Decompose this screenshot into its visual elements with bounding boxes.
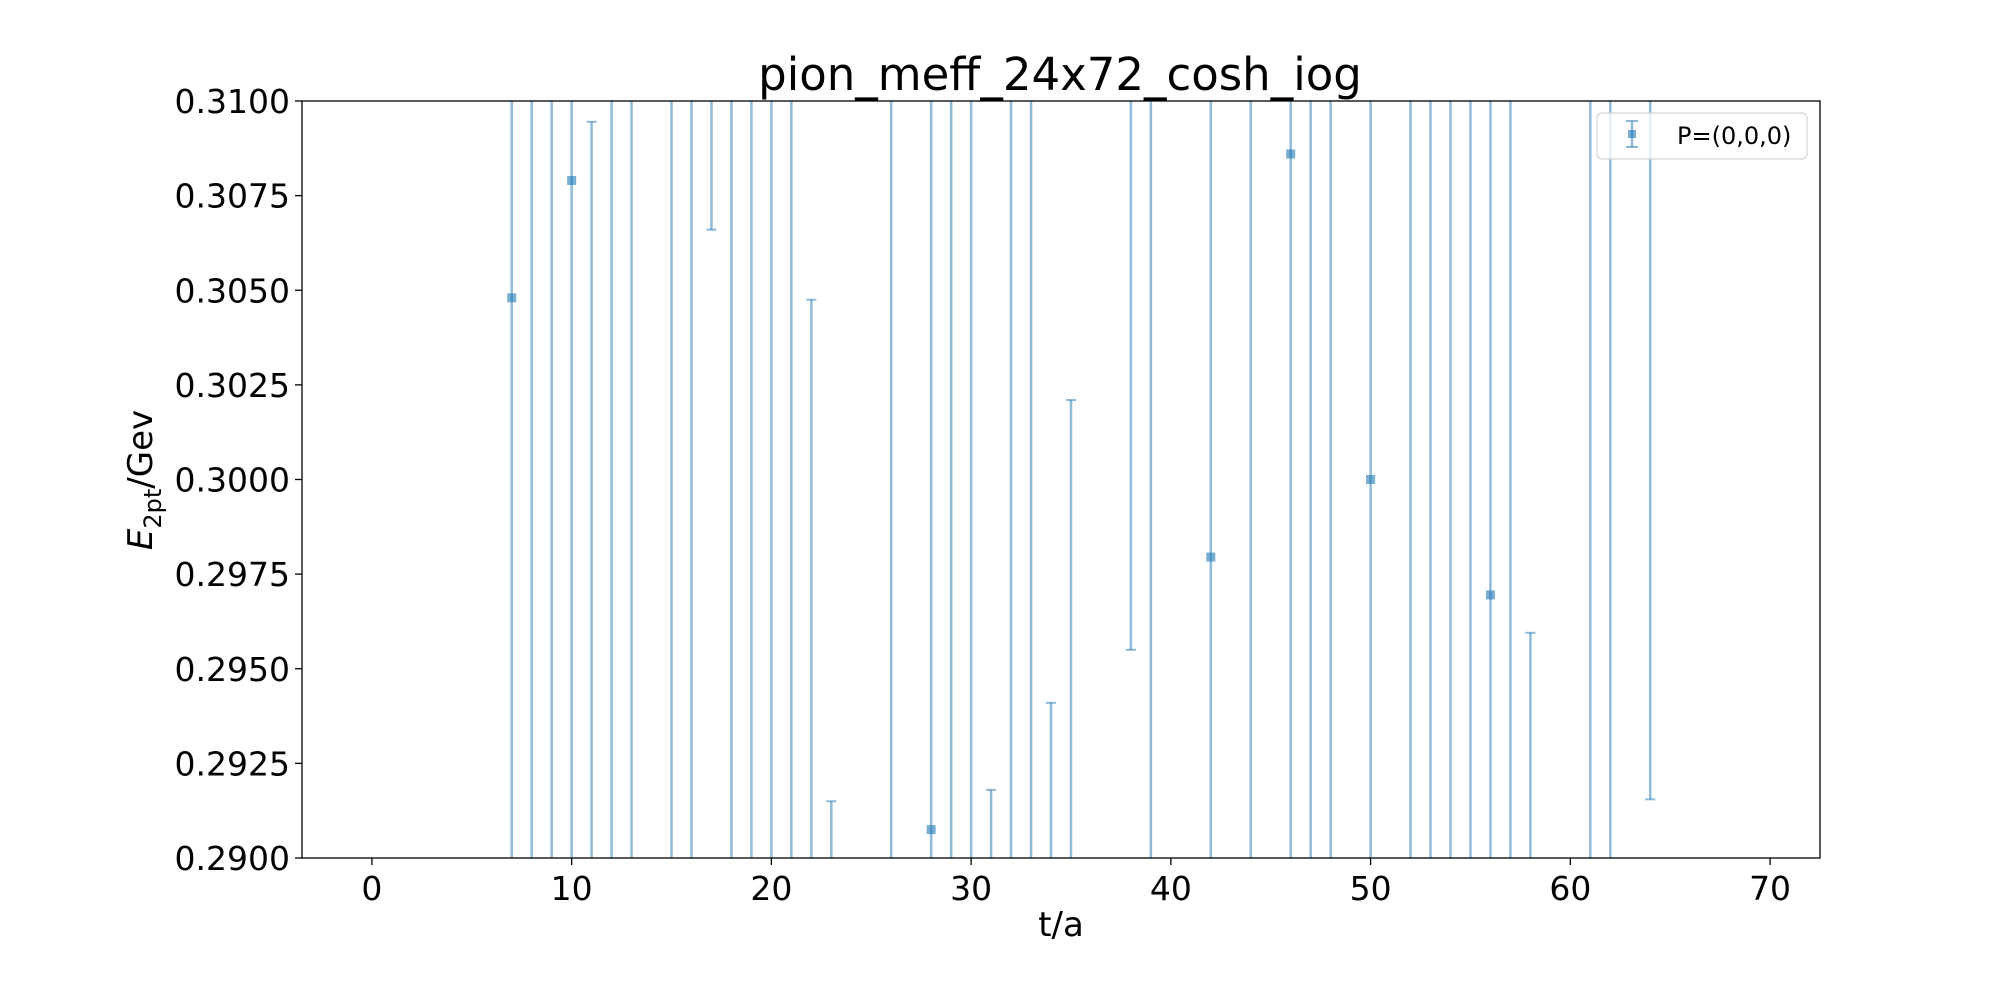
legend-square-marker-icon (1628, 130, 1636, 138)
y-axis-label-rest: /Gev (121, 410, 161, 489)
x-tick-label: 60 (1549, 869, 1591, 908)
y-tick-label: 0.3100 (175, 82, 290, 121)
y-tick-label: 0.3000 (175, 461, 290, 500)
legend-frame (1596, 112, 1808, 160)
y-axis-label: E2pt/Gev (121, 410, 167, 550)
y-tick-label: 0.2900 (175, 839, 290, 878)
y-axis-label-sub: 2pt (139, 489, 167, 529)
y-tick-label: 0.2950 (175, 650, 290, 689)
chart-title: pion_meff_24x72_cosh_iog (758, 48, 1362, 101)
y-tick-label: 0.2975 (175, 555, 290, 594)
data-point-marker (507, 293, 517, 303)
data-point-marker (1286, 149, 1296, 159)
y-tick-label: 0.3075 (175, 177, 290, 216)
data-point-marker (567, 175, 577, 185)
errorbar-series (510, 101, 1656, 858)
y-tick-label: 0.3050 (175, 271, 290, 310)
y-tick-label: 0.3025 (175, 366, 290, 405)
x-tick-label: 50 (1350, 869, 1392, 908)
marker-series (507, 149, 1495, 835)
x-tick-label: 40 (1150, 869, 1192, 908)
x-tick-label: 20 (750, 869, 792, 908)
y-axis: 0.2900 0.2925 0.2950 0.2975 0.3000 0.3025 0.30… (175, 82, 302, 878)
y-axis-label-main: E (121, 528, 161, 550)
legend: P=(0,0,0) (1596, 112, 1808, 160)
data-point-marker (926, 825, 936, 835)
plot-area (507, 101, 1656, 858)
data-point-marker (1485, 590, 1495, 600)
x-tick-label: 30 (950, 869, 992, 908)
legend-label: P=(0,0,0) (1677, 122, 1791, 150)
x-tick-label: 70 (1749, 869, 1791, 908)
x-axis: 0 10 20 30 40 50 60 70 (361, 858, 1791, 908)
y-tick-label: 0.2925 (175, 744, 290, 783)
data-point-marker (1366, 475, 1376, 484)
x-axis-label: t/a (1038, 905, 1084, 945)
x-tick-label: 10 (551, 869, 593, 908)
x-tick-label: 0 (361, 869, 382, 908)
data-point-marker (1206, 552, 1216, 562)
